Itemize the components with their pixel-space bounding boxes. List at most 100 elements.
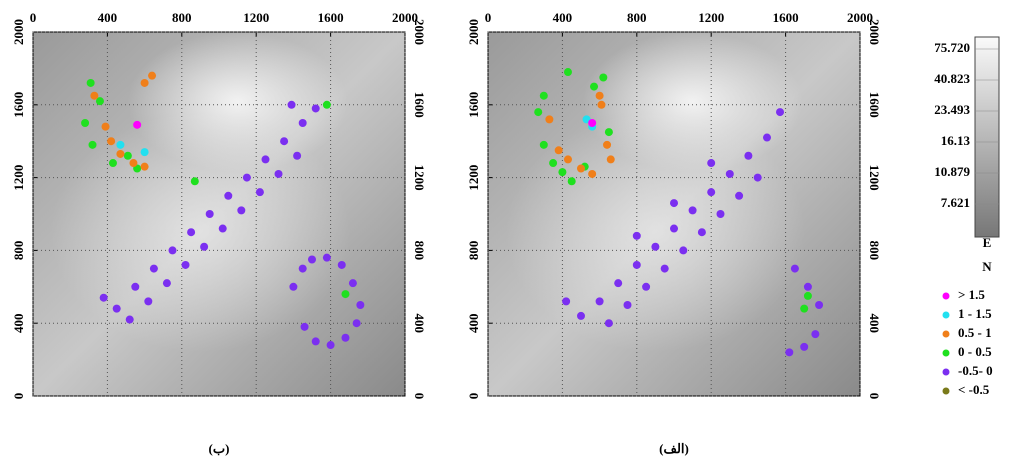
x-tick-label: 400 — [553, 10, 573, 25]
legend-swatch — [943, 369, 950, 376]
x-tick-label: 1200 — [243, 10, 269, 25]
y-tick-label-right: 400 — [412, 313, 427, 333]
y-tick-label-right: 1600 — [412, 92, 427, 118]
point — [323, 101, 331, 109]
point — [800, 343, 808, 351]
point — [596, 92, 604, 100]
point — [555, 146, 563, 154]
point — [633, 232, 641, 240]
point — [109, 159, 117, 167]
y-tick-label: 1600 — [11, 92, 26, 118]
legend-label: 1 - 1.5 — [958, 306, 992, 321]
y-tick-label-right: 1600 — [867, 92, 882, 118]
point — [603, 141, 611, 149]
x-tick-label: 1200 — [698, 10, 724, 25]
point — [280, 137, 288, 145]
legend-label: > 1.5 — [958, 287, 985, 302]
panel-caption: (ب) — [209, 441, 230, 456]
point — [312, 104, 320, 112]
point — [275, 170, 283, 178]
point — [237, 206, 245, 214]
figure: E N 040080012001600200000400400800800120… — [0, 0, 1033, 461]
point — [707, 188, 715, 196]
point — [191, 177, 199, 185]
point — [717, 210, 725, 218]
point — [187, 228, 195, 236]
point — [689, 206, 697, 214]
point — [811, 330, 819, 338]
x-tick-label: 1600 — [773, 10, 799, 25]
point — [564, 155, 572, 163]
point — [141, 79, 149, 87]
legend-swatch — [943, 350, 950, 357]
point — [607, 155, 615, 163]
point — [577, 312, 585, 320]
point — [124, 152, 132, 160]
x-tick-label: 1600 — [318, 10, 344, 25]
y-tick-label: 400 — [11, 313, 26, 333]
y-tick-label: 0 — [466, 393, 481, 400]
point — [200, 243, 208, 251]
point — [349, 279, 357, 287]
legend-swatch — [943, 388, 950, 395]
point — [301, 323, 309, 331]
y-tick-label: 1200 — [11, 165, 26, 191]
point — [642, 283, 650, 291]
x-tick-label: 400 — [98, 10, 118, 25]
point — [540, 92, 548, 100]
y-tick-label-right: 2000 — [867, 19, 882, 45]
colorbar-tick-label: 16.13 — [941, 133, 971, 148]
x-tick-label: 0 — [485, 10, 492, 25]
y-tick-label-right: 0 — [412, 393, 427, 400]
point — [89, 141, 97, 149]
point — [312, 337, 320, 345]
point — [356, 301, 364, 309]
point — [144, 297, 152, 305]
point — [131, 283, 139, 291]
point — [293, 152, 301, 160]
point — [163, 279, 171, 287]
point — [107, 137, 115, 145]
point — [735, 192, 743, 200]
point — [776, 108, 784, 116]
point — [81, 119, 89, 127]
legend-label: < -0.5 — [958, 382, 990, 397]
point — [633, 261, 641, 269]
point — [679, 246, 687, 254]
point — [116, 141, 124, 149]
point — [262, 155, 270, 163]
point — [558, 168, 566, 176]
point — [651, 243, 659, 251]
point — [150, 265, 158, 273]
point — [308, 256, 316, 264]
point — [605, 128, 613, 136]
point — [141, 163, 149, 171]
point — [605, 319, 613, 327]
point — [116, 150, 124, 158]
legend-label: 0 - 0.5 — [958, 344, 992, 359]
legend-label: 0.5 - 1 — [958, 325, 992, 340]
light-area — [505, 112, 805, 352]
point — [577, 165, 585, 173]
colorbar-tick-label: 23.493 — [934, 102, 970, 117]
backgrounds — [33, 32, 860, 396]
point — [341, 290, 349, 298]
point — [327, 341, 335, 349]
point — [815, 301, 823, 309]
point — [206, 210, 214, 218]
point — [562, 297, 570, 305]
legend-swatch — [943, 312, 950, 319]
legend-label: -0.5- 0 — [958, 363, 993, 378]
point — [590, 83, 598, 91]
point — [800, 305, 808, 313]
x-tick-label: 800 — [627, 10, 647, 25]
point — [126, 316, 134, 324]
y-tick-label: 2000 — [11, 19, 26, 45]
point — [670, 225, 678, 233]
point — [224, 192, 232, 200]
point — [596, 297, 604, 305]
x-tick-label: 800 — [172, 10, 192, 25]
point — [698, 228, 706, 236]
point — [256, 188, 264, 196]
y-tick-label: 400 — [466, 313, 481, 333]
